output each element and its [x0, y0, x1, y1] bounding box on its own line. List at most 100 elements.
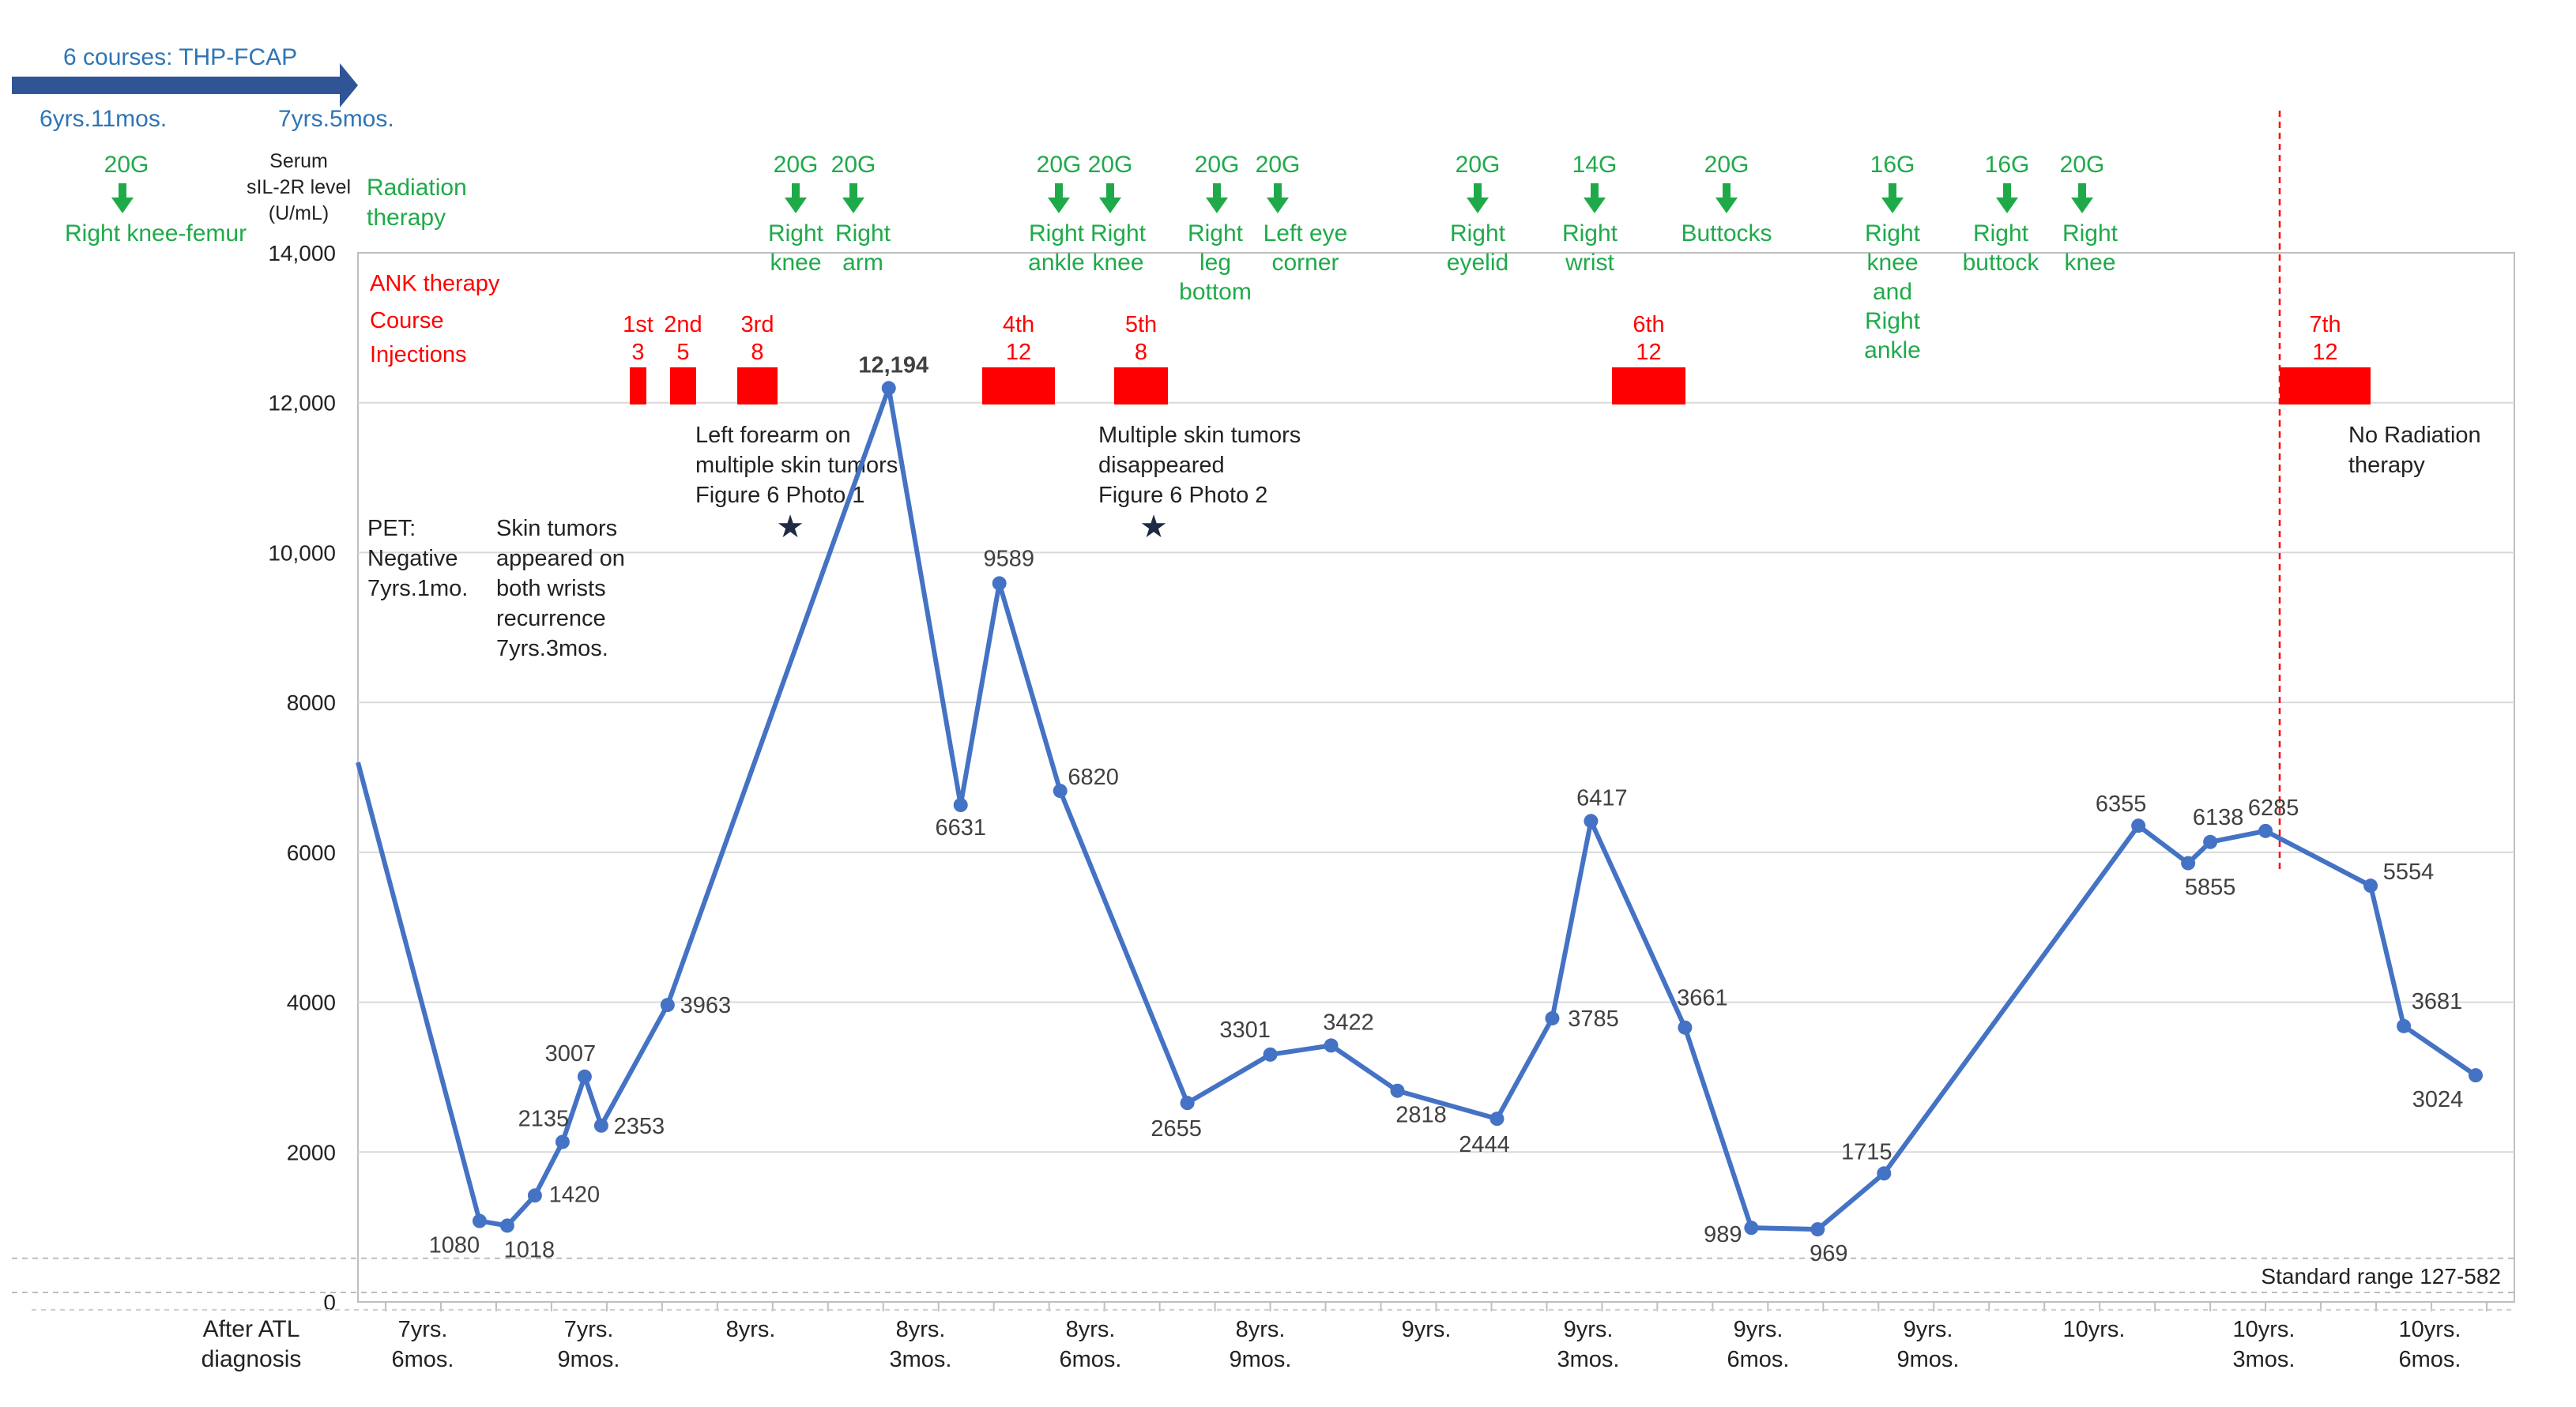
data-label-25: 6138	[2193, 805, 2244, 830]
radiation-site-3-line-2: ankle	[1028, 250, 1085, 276]
radiation-site-12-line-1: Right	[2062, 220, 2118, 246]
data-label-5: 3007	[545, 1041, 597, 1067]
course-label-6: 6th	[1633, 312, 1664, 337]
radiation-arrow-12-head	[2071, 198, 2093, 213]
radiation-arrow-10-head	[1881, 198, 1904, 213]
data-label-22: 1715	[1841, 1139, 1892, 1164]
x-tick-label-11-line-1: 10yrs.	[2063, 1317, 2126, 1342]
y-axis-title-line-3: (U/mL)	[269, 202, 329, 224]
radiation-arrow-8-head	[1584, 198, 1606, 213]
injections-title: Injections	[370, 342, 467, 367]
y-tick-label-14000: 14,000	[268, 241, 336, 265]
radiation-site-7-line-2: eyelid	[1447, 250, 1508, 276]
radiation-arrow-9-head	[1715, 198, 1738, 213]
data-label-2: 1018	[504, 1237, 555, 1262]
radiation-site-first: Right knee-femur	[65, 220, 247, 246]
course-label-2: 2nd	[664, 312, 702, 337]
annotation-2-line-2: appeared on	[496, 546, 625, 571]
course-injections-1: 3	[631, 340, 644, 365]
radiation-arrow-2-shaft	[849, 183, 857, 199]
x-tick-label-7-line-1: 9yrs.	[1402, 1317, 1452, 1342]
annotation-2-line-5: 7yrs.3mos.	[496, 636, 608, 661]
radiation-site-12-line-2: knee	[2064, 250, 2115, 276]
radiation-arrow-5-shaft	[1213, 183, 1221, 199]
radiation-arrow-7-shaft	[1474, 183, 1482, 199]
star-icon-1: ★	[776, 510, 804, 544]
x-tick-label-13-line-2: 6mos.	[2399, 1347, 2461, 1372]
radiation-dose-11: 16G	[1985, 152, 2030, 178]
radiation-arrow-first-head	[111, 198, 134, 213]
data-point-18	[1584, 814, 1599, 829]
radiation-dose-9: 20G	[1704, 152, 1749, 178]
data-point-1	[472, 1213, 487, 1228]
data-label-1: 1080	[429, 1233, 480, 1258]
x-tick-label-5-line-1: 8yrs.	[1066, 1317, 1116, 1342]
radiation-title-line-2: therapy	[367, 205, 446, 231]
radiation-arrow-6-head	[1267, 198, 1289, 213]
data-point-13	[1263, 1047, 1278, 1062]
radiation-site-10-line-1: Right	[1865, 220, 1921, 246]
annotation-2-line-1: Skin tumors	[496, 516, 617, 541]
course-bar-5	[1114, 367, 1168, 404]
data-point-9	[953, 798, 968, 813]
annotation-4-line-3: Figure 6 Photo 2	[1098, 483, 1267, 508]
course-bar-7	[2280, 367, 2371, 404]
x-tick-label-9-line-2: 6mos.	[1727, 1347, 1790, 1372]
data-point-19	[1678, 1020, 1693, 1035]
star-icon-2: ★	[1139, 510, 1168, 544]
radiation-arrow-3-shaft	[1055, 183, 1063, 199]
data-label-15: 2818	[1395, 1103, 1447, 1128]
x-tick-label-4-line-2: 3mos.	[890, 1347, 952, 1372]
data-label-23: 6355	[2096, 792, 2147, 817]
y-tick-label-6000: 6000	[287, 841, 336, 865]
data-point-25	[2203, 834, 2218, 849]
data-point-7	[660, 998, 675, 1013]
radiation-site-10-line-2: knee	[1866, 250, 1918, 276]
annotation-1-line-3: 7yrs.1mo.	[367, 576, 468, 601]
data-label-3: 1420	[549, 1182, 601, 1207]
annotation-5-line-1: No Radiation	[2348, 423, 2481, 448]
annotation-2-line-3: both wrists	[496, 576, 606, 601]
x-tick-label-9-line-1: 9yrs.	[1734, 1317, 1783, 1342]
course-injections-5: 8	[1135, 340, 1147, 365]
x-tick-label-2-line-1: 7yrs.	[564, 1317, 614, 1342]
radiation-arrow-1-shaft	[792, 183, 800, 199]
radiation-dose-7: 20G	[1456, 152, 1501, 178]
radiation-site-7-line-1: Right	[1450, 220, 1506, 246]
x-tick-label-2-line-2: 9mos.	[558, 1347, 620, 1372]
radiation-arrow-2-head	[842, 198, 864, 213]
data-label-28: 3681	[2412, 989, 2463, 1014]
annotation-1-line-1: PET:	[367, 516, 416, 541]
radiation-arrow-4-shaft	[1106, 183, 1114, 199]
data-label-12: 2655	[1151, 1116, 1202, 1142]
annotation-1-line-2: Negative	[367, 546, 458, 571]
course-bar-1	[630, 367, 646, 404]
annotation-4-line-2: disappeared	[1098, 453, 1225, 478]
course-injections-7: 12	[2312, 340, 2337, 365]
data-point-28	[2397, 1018, 2412, 1033]
data-label-11: 6820	[1068, 765, 1119, 790]
data-label-4: 2135	[518, 1106, 570, 1131]
standard-range-label: Standard range 127-582	[2261, 1264, 2501, 1288]
data-label-18: 6417	[1576, 785, 1628, 811]
y-tick-label-12000: 12,000	[268, 391, 336, 416]
course-label-7: 7th	[2309, 312, 2341, 337]
radiation-site-10-line-3: and	[1873, 279, 1912, 305]
radiation-site-4-line-2: knee	[1092, 250, 1143, 276]
radiation-site-10-line-5: ankle	[1864, 337, 1921, 363]
thp-arrow-shaft	[12, 77, 344, 94]
data-label-10: 9589	[983, 546, 1034, 571]
data-point-20	[1744, 1221, 1759, 1236]
thp-fcap-label: 6 courses: THP-FCAP	[63, 44, 297, 70]
radiation-site-3-line-1: Right	[1029, 220, 1085, 246]
annotation-2-line-4: recurrence	[496, 606, 606, 631]
x-tick-label-3-line-1: 8yrs.	[726, 1317, 776, 1342]
y-tick-label-2000: 2000	[287, 1140, 336, 1164]
y-tick-label-10000: 10,000	[268, 540, 336, 565]
course-label-3: 3rd	[741, 312, 774, 337]
data-label-9: 6631	[935, 815, 986, 841]
course-bar-2	[670, 367, 696, 404]
annotation-3-line-1: Left forearm on	[695, 423, 851, 448]
data-point-17	[1545, 1010, 1560, 1025]
